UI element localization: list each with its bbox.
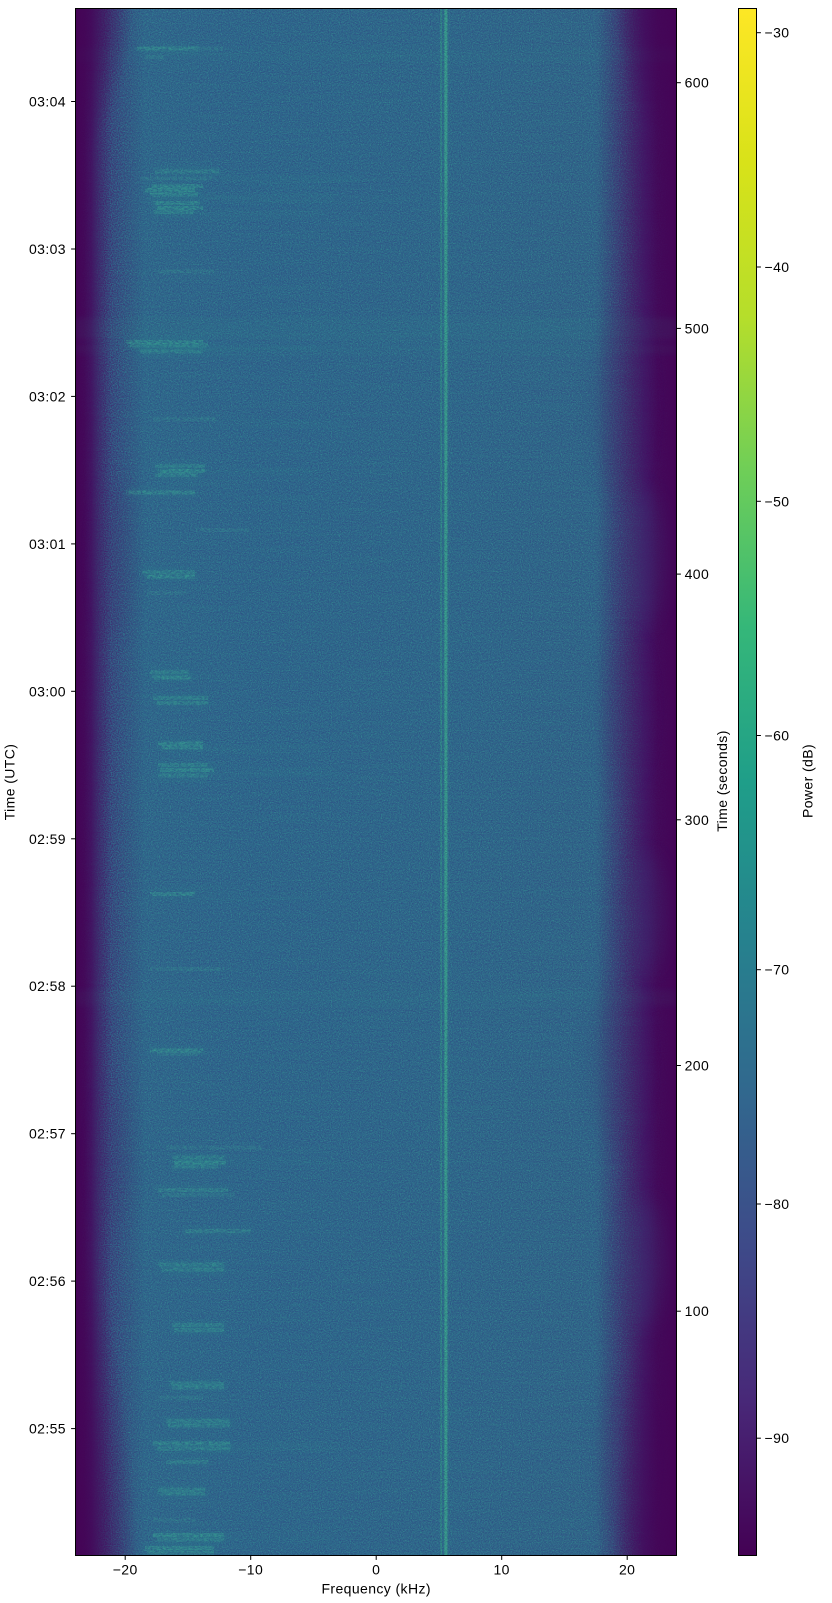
svg-text:−60: −60 — [765, 728, 790, 744]
svg-text:100: 100 — [685, 1303, 710, 1319]
svg-text:300: 300 — [685, 812, 710, 828]
svg-text:500: 500 — [685, 320, 710, 336]
svg-text:Frequency (kHz): Frequency (kHz) — [321, 1581, 430, 1597]
svg-text:−40: −40 — [765, 259, 790, 275]
svg-text:10: 10 — [494, 1562, 510, 1578]
svg-text:02:58: 02:58 — [29, 978, 66, 994]
svg-text:600: 600 — [685, 75, 710, 91]
svg-text:Time (seconds): Time (seconds) — [714, 730, 730, 832]
svg-text:03:01: 03:01 — [29, 536, 66, 552]
svg-text:200: 200 — [685, 1058, 710, 1074]
svg-text:02:55: 02:55 — [29, 1421, 66, 1437]
svg-text:03:02: 03:02 — [29, 388, 66, 404]
svg-text:0: 0 — [372, 1562, 380, 1578]
svg-text:03:03: 03:03 — [29, 241, 66, 257]
svg-text:−50: −50 — [765, 493, 790, 509]
svg-text:03:04: 03:04 — [29, 94, 66, 110]
svg-text:02:56: 02:56 — [29, 1273, 66, 1289]
svg-text:−30: −30 — [765, 25, 790, 41]
svg-text:02:57: 02:57 — [29, 1126, 66, 1142]
svg-text:02:59: 02:59 — [29, 831, 66, 847]
svg-text:−10: −10 — [238, 1562, 263, 1578]
svg-text:−80: −80 — [765, 1196, 790, 1212]
svg-text:20: 20 — [619, 1562, 635, 1578]
svg-text:Time (UTC): Time (UTC) — [2, 744, 18, 821]
svg-text:400: 400 — [685, 566, 710, 582]
svg-text:−20: −20 — [113, 1562, 138, 1578]
svg-text:03:00: 03:00 — [29, 683, 66, 699]
svg-text:Power (dB): Power (dB) — [800, 744, 816, 818]
svg-text:−70: −70 — [765, 962, 790, 978]
svg-text:−90: −90 — [765, 1430, 790, 1446]
